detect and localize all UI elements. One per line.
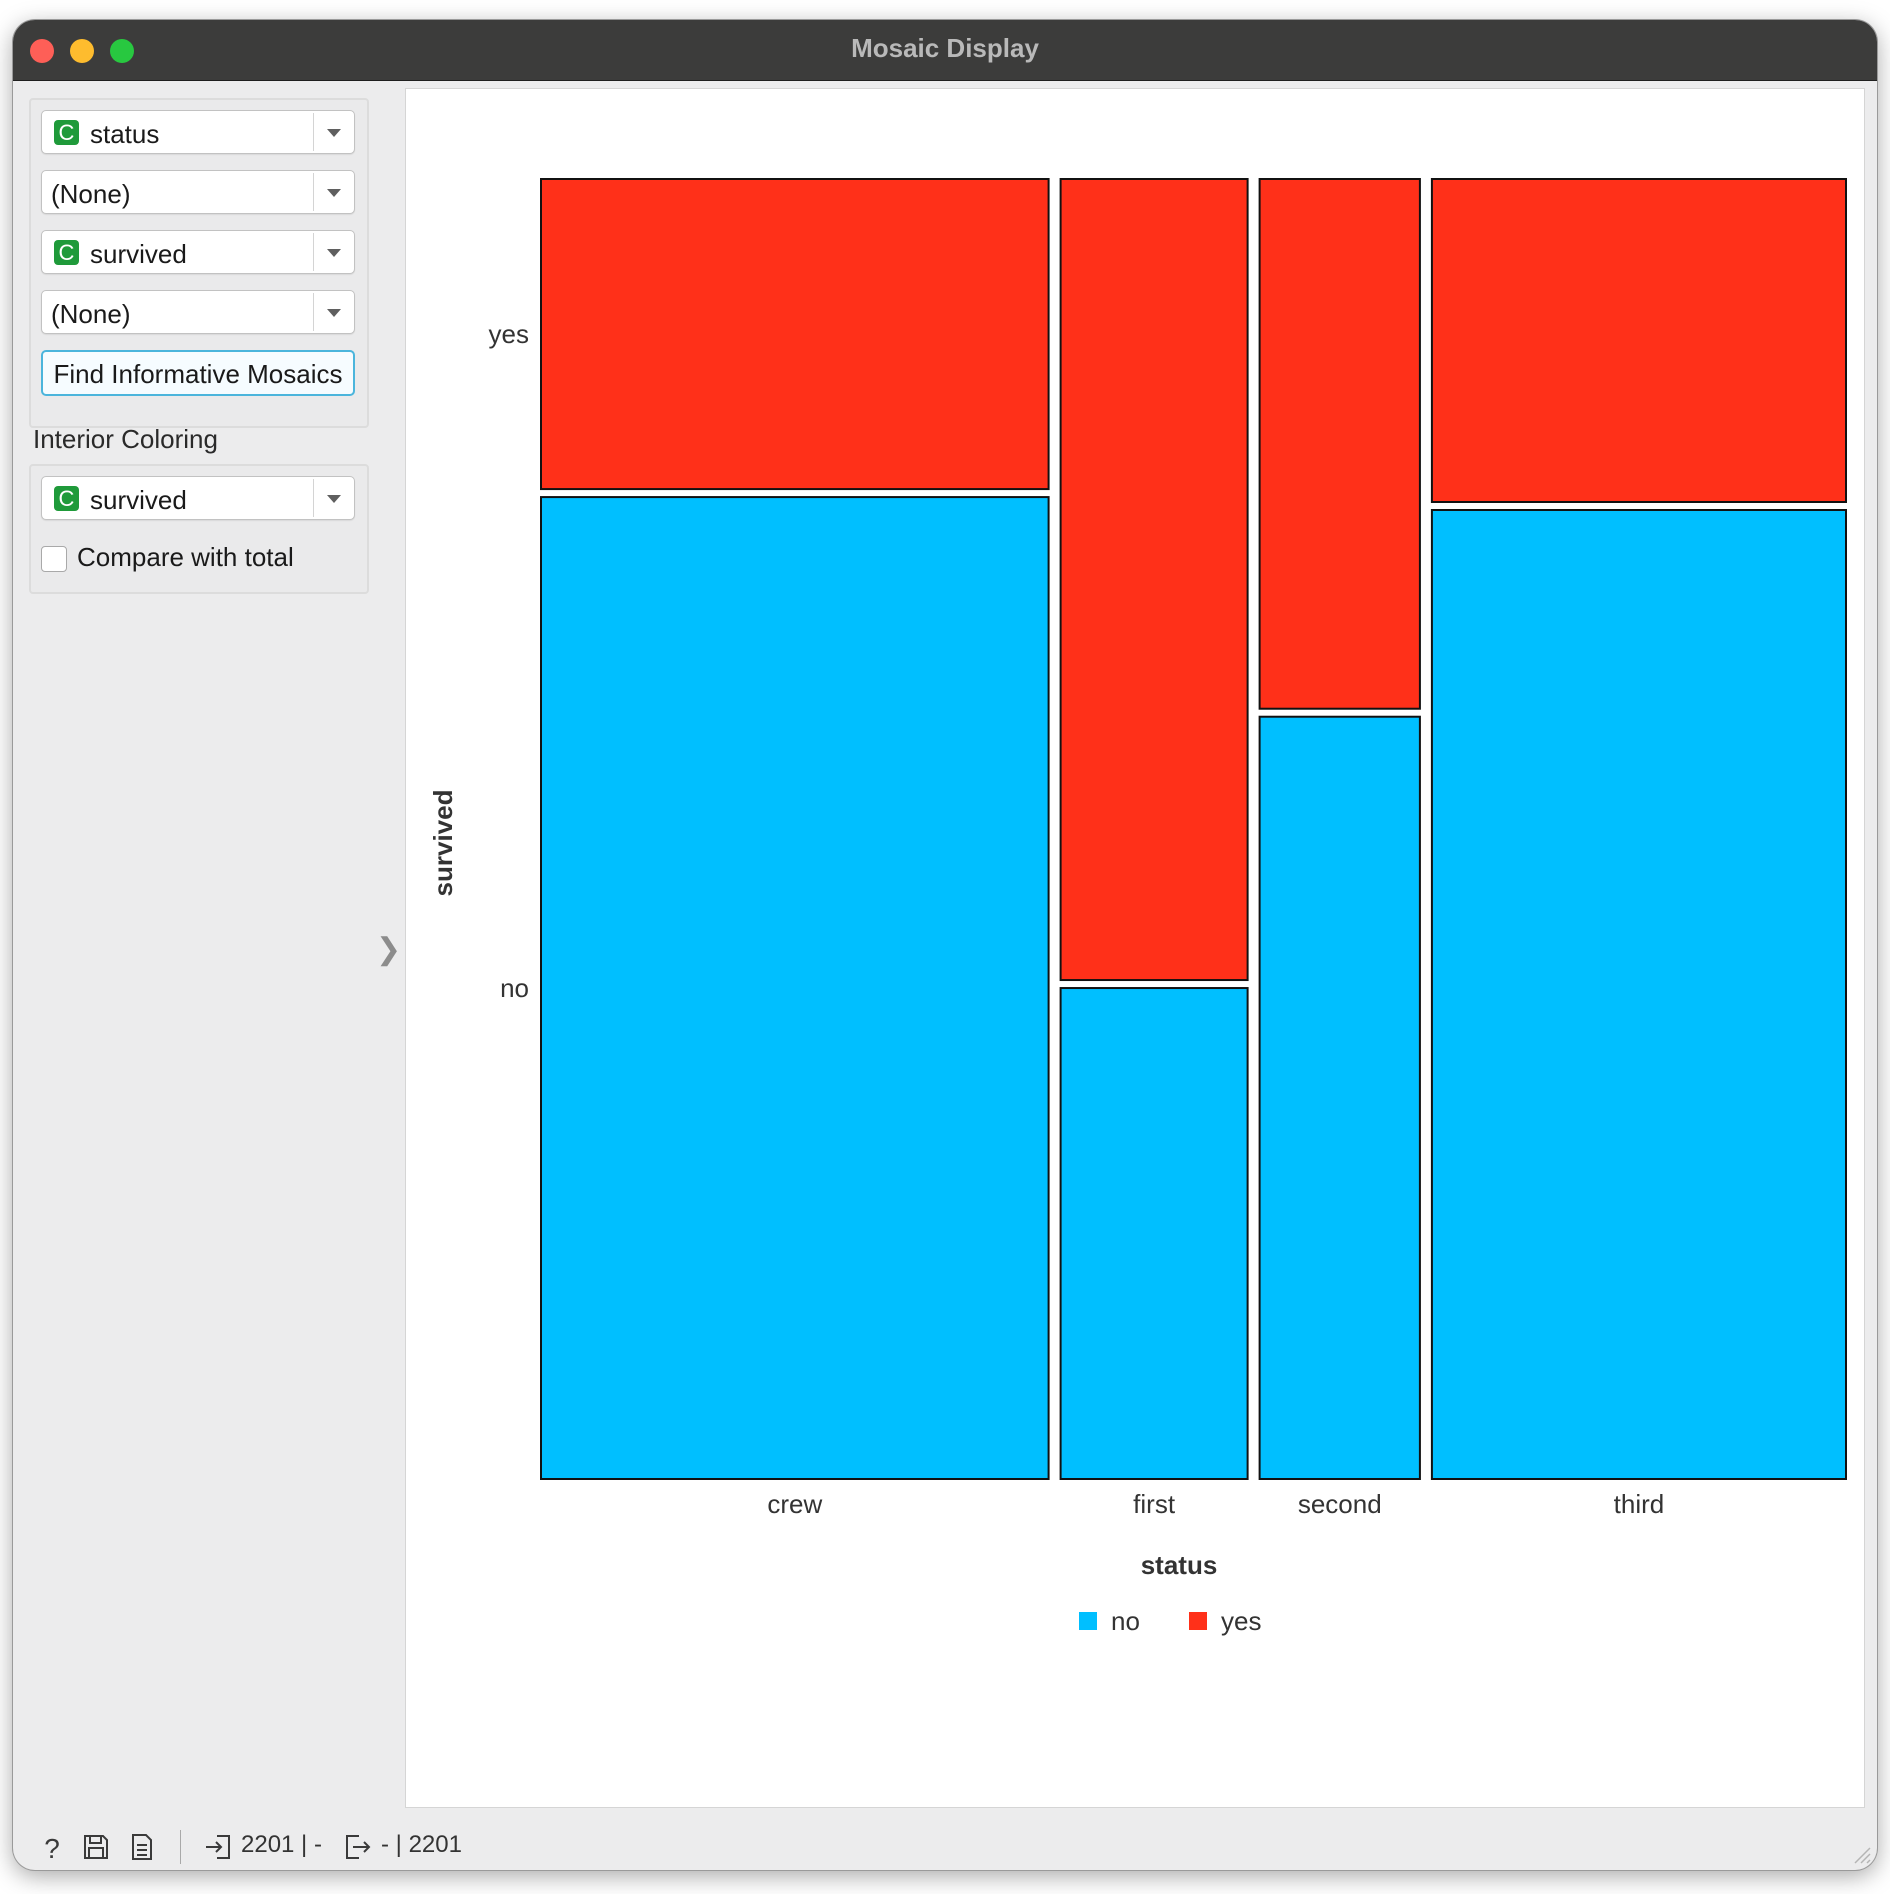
- x-axis-label: status: [1141, 1550, 1218, 1580]
- svg-text:?: ?: [44, 1833, 60, 1862]
- combo-separator: [313, 293, 314, 331]
- report-icon[interactable]: [127, 1832, 157, 1862]
- combo-separator: [313, 233, 314, 271]
- maximize-window-button[interactable]: [110, 39, 134, 63]
- categorical-icon: C: [54, 240, 79, 265]
- mosaic-chart: crew first second third no yes status surviv…: [428, 178, 1847, 1636]
- tile-first-yes[interactable]: [1059, 178, 1249, 982]
- tile-first-no[interactable]: [1059, 987, 1249, 1480]
- attribute-1-value: status: [90, 119, 160, 149]
- dropdown-arrow-icon[interactable]: [327, 309, 341, 317]
- output-icon: [346, 1835, 371, 1859]
- find-informative-mosaics-button[interactable]: Find Informative Mosaics: [41, 350, 355, 396]
- y-axis-label: survived: [428, 790, 458, 897]
- legend-swatch-yes: [1189, 1612, 1207, 1630]
- legend-label-yes: yes: [1221, 1606, 1261, 1636]
- mosaic-plot-area: crew first second third no yes status surviv…: [405, 88, 1865, 1808]
- legend-label-no: no: [1111, 1606, 1140, 1636]
- tile-crew-no[interactable]: [540, 496, 1050, 1480]
- chart-legend: no yes: [1079, 1606, 1261, 1636]
- x-tick-label: crew: [767, 1489, 822, 1519]
- tile-third-yes[interactable]: [1430, 178, 1847, 503]
- help-icon[interactable]: ?: [37, 1832, 67, 1862]
- categorical-icon: C: [54, 120, 79, 145]
- combo-separator: [313, 479, 314, 517]
- y-tick-labels: no yes: [489, 319, 529, 1003]
- window-title: Mosaic Display: [851, 33, 1039, 63]
- y-tick-label: no: [500, 973, 529, 1003]
- input-icon: [206, 1835, 230, 1859]
- tile-crew-yes[interactable]: [540, 178, 1050, 491]
- compare-with-total-label[interactable]: Compare with total: [77, 542, 294, 572]
- attribute-2-select[interactable]: (None): [41, 170, 355, 214]
- attribute-2-value: (None): [51, 179, 131, 209]
- resize-grip-icon[interactable]: [1851, 1844, 1871, 1864]
- interior-coloring-select[interactable]: C survived: [41, 476, 355, 520]
- dropdown-arrow-icon[interactable]: [327, 495, 341, 503]
- output-summary: - | 2201: [381, 1831, 462, 1858]
- app-window: Mosaic Display C status (None) C survive…: [13, 20, 1877, 1870]
- input-summary: 2201 | -: [241, 1831, 322, 1858]
- y-tick-label: yes: [489, 319, 529, 349]
- tile-third-no[interactable]: [1430, 509, 1847, 1480]
- save-icon[interactable]: [81, 1832, 111, 1862]
- x-tick-labels: crew first second third: [767, 1489, 1664, 1519]
- compare-with-total-checkbox[interactable]: [41, 546, 67, 572]
- x-tick-label: second: [1298, 1489, 1382, 1519]
- statusbar-divider: [180, 1830, 181, 1864]
- dropdown-arrow-icon[interactable]: [327, 129, 341, 137]
- minimize-window-button[interactable]: [70, 39, 94, 63]
- title-bar: Mosaic Display: [13, 20, 1877, 81]
- attribute-3-select[interactable]: C survived: [41, 230, 355, 274]
- interior-coloring-value: survived: [90, 485, 187, 515]
- legend-swatch-no: [1079, 1612, 1097, 1630]
- attribute-4-select[interactable]: (None): [41, 290, 355, 334]
- x-tick-label: first: [1133, 1489, 1176, 1519]
- categorical-icon: C: [54, 486, 79, 511]
- chevron-right-icon[interactable]: ❯: [376, 933, 402, 966]
- attribute-3-value: survived: [90, 239, 187, 269]
- attribute-4-value: (None): [51, 299, 131, 329]
- dropdown-arrow-icon[interactable]: [327, 189, 341, 197]
- tile-second-yes[interactable]: [1258, 178, 1421, 710]
- tile-second-no[interactable]: [1258, 715, 1421, 1480]
- mosaic-tiles: [540, 178, 1847, 1480]
- combo-separator: [313, 113, 314, 151]
- attribute-1-select[interactable]: C status: [41, 110, 355, 154]
- close-window-button[interactable]: [30, 39, 54, 63]
- interior-coloring-label: Interior Coloring: [33, 424, 218, 454]
- combo-separator: [313, 173, 314, 211]
- dropdown-arrow-icon[interactable]: [327, 249, 341, 257]
- x-tick-label: third: [1614, 1489, 1665, 1519]
